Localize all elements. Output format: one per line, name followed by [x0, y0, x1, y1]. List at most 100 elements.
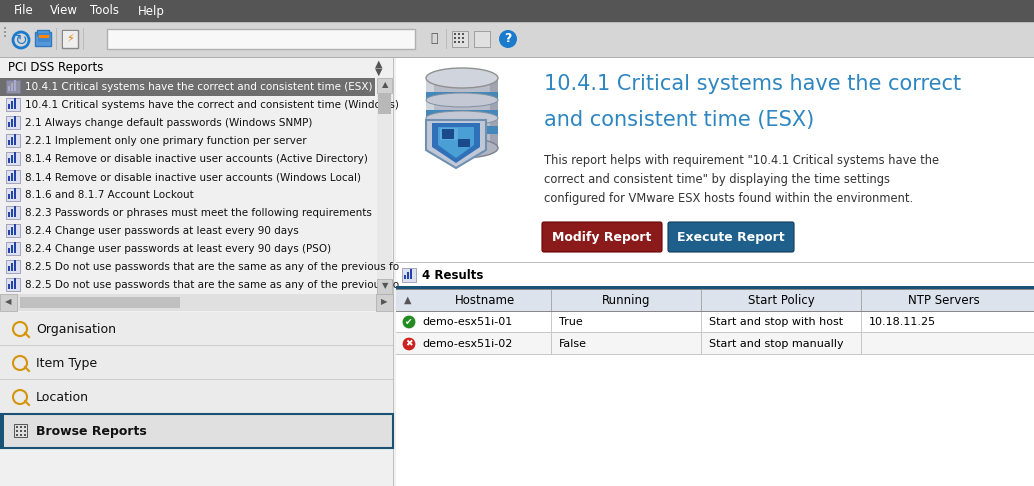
Bar [24, 430, 26, 432]
Text: View: View [50, 4, 78, 17]
Bar [6, 260, 20, 273]
Text: Start and stop manually: Start and stop manually [709, 339, 844, 349]
Bar [396, 286, 1034, 289]
Bar [396, 332, 1034, 333]
Bar [410, 269, 412, 279]
Text: Item Type: Item Type [36, 357, 97, 369]
Bar [6, 116, 20, 129]
Bar [6, 206, 20, 219]
Bar [8, 140, 10, 145]
Text: ◀: ◀ [5, 297, 11, 307]
Bar [14, 260, 16, 271]
Bar [458, 41, 460, 43]
Text: 8.1.6 and 8.1.7 Account Lockout: 8.1.6 and 8.1.7 Account Lockout [25, 190, 193, 200]
Bar [396, 264, 1034, 286]
Bar [20, 426, 22, 428]
FancyBboxPatch shape [668, 222, 794, 252]
Bar [402, 268, 416, 282]
Bar [396, 311, 1034, 333]
Text: Modify Report: Modify Report [552, 230, 651, 243]
Bar [16, 434, 18, 436]
Bar [14, 224, 16, 235]
Text: Hostname: Hostname [455, 294, 516, 307]
Bar [426, 110, 498, 118]
Text: True: True [559, 317, 583, 327]
Text: 2.2.1 Implement only one primary function per server: 2.2.1 Implement only one primary functio… [25, 136, 307, 146]
Bar [11, 119, 13, 127]
Bar [6, 170, 20, 183]
Text: 8.2.4 Change user passwords at least every 90 days: 8.2.4 Change user passwords at least eve… [25, 226, 299, 236]
Ellipse shape [426, 93, 498, 107]
FancyBboxPatch shape [542, 222, 662, 252]
Bar [0, 22, 1034, 23]
Bar [0, 0, 1034, 22]
Bar [11, 191, 13, 199]
Bar [396, 289, 1034, 311]
Bar [24, 426, 26, 428]
Bar [8, 158, 10, 163]
Text: Location: Location [36, 390, 89, 403]
Bar [462, 37, 464, 39]
Bar [14, 424, 27, 437]
Text: Browse Reports: Browse Reports [36, 424, 147, 437]
Bar [462, 41, 464, 43]
Bar [8, 266, 10, 271]
Bar [14, 278, 16, 289]
Text: 8.2.5 Do not use passwords that are the same as any of the previous fo: 8.2.5 Do not use passwords that are the … [25, 262, 399, 272]
Bar [407, 272, 409, 279]
Bar [11, 209, 13, 217]
Text: 2.1 Always change default passwords (Windows SNMP): 2.1 Always change default passwords (Win… [25, 118, 312, 128]
Bar [14, 134, 16, 145]
Text: Help: Help [138, 4, 164, 17]
Bar [4, 35, 6, 37]
Bar [377, 279, 392, 294]
Bar [20, 434, 22, 436]
Bar [0, 345, 393, 346]
Bar [8, 284, 10, 289]
Bar [6, 278, 20, 291]
Bar [0, 312, 393, 346]
Text: Organisation: Organisation [36, 323, 116, 335]
Text: ⚡: ⚡ [66, 34, 73, 44]
Bar [396, 289, 1034, 290]
Text: ▼: ▼ [375, 67, 383, 77]
Text: File: File [14, 4, 34, 17]
Bar [462, 33, 464, 35]
Polygon shape [426, 120, 486, 168]
Text: 🔍: 🔍 [430, 33, 437, 46]
Bar [8, 248, 10, 253]
Bar [0, 379, 393, 380]
Text: ▲: ▲ [375, 59, 383, 69]
Bar [11, 227, 13, 235]
Bar [11, 245, 13, 253]
Bar [14, 242, 16, 253]
Bar [474, 31, 490, 47]
Text: ?: ? [505, 33, 512, 46]
Bar [0, 346, 393, 380]
Bar [4, 31, 6, 33]
Bar [35, 32, 51, 46]
Bar [11, 137, 13, 145]
Bar [454, 33, 456, 35]
Bar [8, 122, 10, 127]
Bar [107, 29, 415, 49]
Bar [14, 80, 16, 91]
Bar [396, 58, 1034, 486]
Text: 8.2.5 Do not use passwords that are the same as any of the previous fo: 8.2.5 Do not use passwords that are the … [25, 280, 399, 290]
Bar [24, 434, 26, 436]
Bar [62, 30, 78, 48]
Bar [0, 22, 1034, 58]
Text: demo-esx51i-02: demo-esx51i-02 [422, 339, 513, 349]
Bar [404, 275, 406, 279]
Bar [0, 414, 393, 448]
Bar [6, 188, 20, 201]
Text: 10.4.1 Critical systems have the correct and consistent time (ESX): 10.4.1 Critical systems have the correct… [25, 82, 372, 92]
Bar [0, 414, 393, 448]
Bar [458, 139, 470, 147]
Bar [454, 37, 456, 39]
Text: PCI DSS Reports: PCI DSS Reports [8, 62, 103, 74]
Text: ✔: ✔ [405, 317, 413, 327]
Polygon shape [432, 123, 480, 163]
Bar [0, 294, 393, 311]
Bar [16, 426, 18, 428]
